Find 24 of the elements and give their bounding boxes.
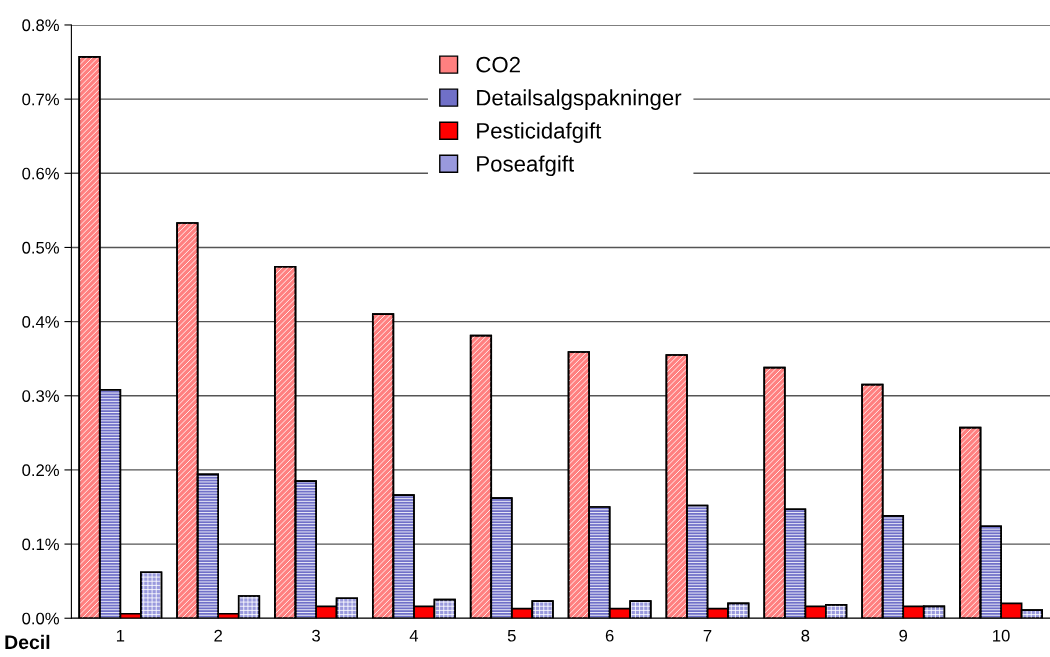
legend-label: CO2 [476,56,520,73]
legend-label: Pesticidafgift [477,122,602,144]
y-tick-label: 0.5% [22,241,59,254]
legend-label: Poseafgift [477,155,574,177]
x-tick-label: 4 [409,629,419,642]
x-tick-label: 5 [507,629,516,642]
y-tick-label: 0.3% [22,390,59,402]
legend-label: Detailsalgspakninger [477,89,682,110]
x-tick-label: 9 [899,629,908,642]
y-tick-label: 0.6% [22,167,59,180]
x-tick-label: 7 [703,629,712,642]
x-tick-label: 2 [214,629,222,642]
x-tick-label: 8 [801,629,810,642]
x-tick-label: 1 [116,629,125,642]
y-tick-label: 0.2% [22,464,59,477]
x-tick-label: 10 [993,629,1010,642]
y-tick-label: 0.4% [22,316,59,328]
y-tick-label: 0.8% [22,19,59,32]
x-axis-title: Decil [5,634,50,650]
y-tick-label: 0.7% [22,93,59,106]
x-tick-label: 3 [312,629,320,642]
x-tick-label: 6 [605,629,614,642]
y-tick-label: 0.0% [22,612,59,625]
y-tick-label: 0.1% [22,538,59,551]
